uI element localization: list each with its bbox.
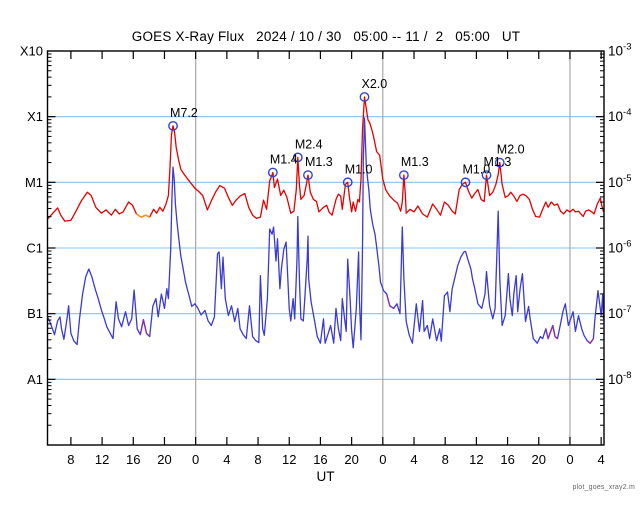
svg-text:M1.3: M1.3 [401, 155, 429, 169]
svg-text:4: 4 [598, 452, 605, 467]
flare-markers [168, 92, 505, 188]
watermark-label: plot_goes_xray2.m [572, 484, 635, 491]
svg-text:12: 12 [95, 452, 109, 467]
svg-text:8: 8 [67, 452, 74, 467]
svg-text:0: 0 [192, 452, 199, 467]
svg-text:10-4: 10-4 [608, 107, 631, 124]
svg-text:12: 12 [469, 452, 483, 467]
x-axis-unit-label: UT [316, 469, 335, 484]
svg-text:10-7: 10-7 [608, 304, 631, 321]
svg-text:4: 4 [410, 452, 417, 467]
svg-text:X1: X1 [27, 109, 43, 124]
svg-text:10-8: 10-8 [608, 370, 631, 387]
svg-text:M2.0: M2.0 [497, 143, 525, 157]
alt-color-segments [136, 213, 594, 344]
svg-text:10-5: 10-5 [608, 173, 631, 190]
svg-text:M1.3: M1.3 [305, 155, 333, 169]
svg-text:M1: M1 [25, 175, 43, 190]
svg-text:8: 8 [442, 452, 449, 467]
svg-text:20: 20 [157, 452, 171, 467]
short-wavelength-series [47, 117, 604, 349]
svg-text:12: 12 [282, 452, 296, 467]
svg-text:20: 20 [344, 452, 358, 467]
svg-text:X10: X10 [20, 44, 43, 59]
day-boundary-lines [195, 51, 571, 445]
flare-labels: M7.2M1.4M2.4M1.3M1.0X2.0M1.3M1.0M1.3M2.0 [170, 77, 525, 176]
svg-text:M1.4: M1.4 [270, 152, 298, 166]
svg-text:16: 16 [313, 452, 327, 467]
y-axis-right-labels: 10-3 10-4 10-5 10-6 10-7 10-8 [608, 42, 631, 387]
svg-text:B1: B1 [27, 306, 43, 321]
svg-text:0: 0 [379, 452, 386, 467]
svg-text:8: 8 [254, 452, 261, 467]
grid-lines [47, 116, 604, 380]
svg-text:16: 16 [500, 452, 514, 467]
svg-text:M1.0: M1.0 [462, 162, 490, 176]
x-axis-tick-labels: 8 12 16 20 0 4 8 12 16 20 0 4 8 12 16 20 0 4 [67, 452, 604, 467]
svg-text:M1.0: M1.0 [345, 162, 373, 176]
axis-ticks [47, 51, 604, 445]
svg-text:10-3: 10-3 [608, 42, 631, 59]
svg-text:M1.3: M1.3 [484, 155, 512, 169]
svg-text:C1: C1 [26, 241, 43, 256]
svg-text:10-6: 10-6 [608, 239, 631, 256]
svg-text:20: 20 [532, 452, 546, 467]
svg-text:M2.4: M2.4 [295, 137, 323, 151]
svg-text:16: 16 [126, 452, 140, 467]
svg-text:0: 0 [566, 452, 573, 467]
chart-title: GOES X-Ray Flux 2024 / 10 / 30 05:00 -- … [131, 29, 521, 44]
y-axis-left-labels: X10 X1 M1 C1 B1 A1 [20, 44, 43, 387]
svg-text:A1: A1 [27, 372, 43, 387]
svg-text:X2.0: X2.0 [361, 77, 387, 91]
svg-text:4: 4 [223, 452, 230, 467]
svg-text:M7.2: M7.2 [170, 106, 198, 120]
long-wavelength-series [47, 96, 604, 222]
